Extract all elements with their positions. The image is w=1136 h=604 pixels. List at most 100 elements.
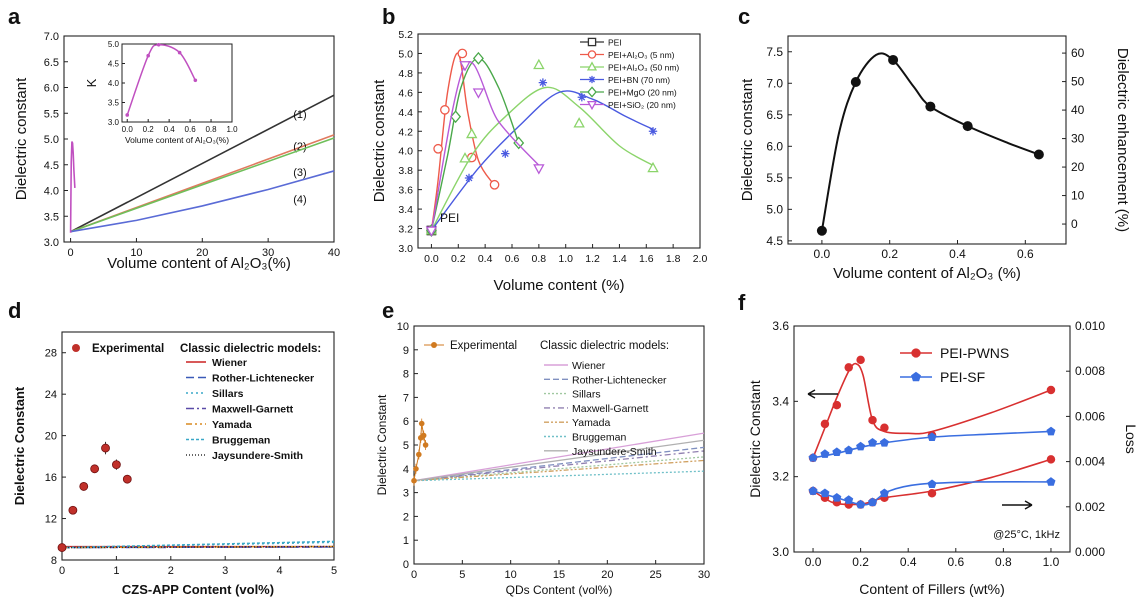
- x-tick-label: 0.0: [814, 247, 831, 261]
- y-tick-label: 24: [45, 389, 57, 401]
- data-point: [927, 488, 937, 498]
- y-tick-label: 8: [403, 369, 409, 381]
- model-line: [413, 432, 705, 482]
- y-tick-label: 6.0: [766, 139, 783, 153]
- data-point: [927, 479, 937, 489]
- y-tick-label: 5.5: [44, 108, 59, 120]
- y-tick-label: 6.5: [766, 108, 783, 122]
- legend-marker: [587, 86, 597, 98]
- x-tick-label: 20: [601, 569, 613, 581]
- x-tick-label: 0: [68, 247, 74, 259]
- legend-label: Wiener: [212, 357, 247, 369]
- legend: Experimental Classic dielectric models: Wi…: [72, 343, 321, 462]
- x-tick-label: 10: [130, 247, 142, 259]
- y-axis-label: Dielectric Constant: [747, 380, 763, 498]
- series-curve: [430, 52, 494, 231]
- x-tick-label: 15: [553, 569, 565, 581]
- x-tick-label: 0.6: [947, 555, 964, 569]
- x-tick-label: 1.8: [666, 253, 681, 265]
- x-tick-label: 0: [411, 569, 417, 581]
- legend-label: PEI: [608, 38, 622, 48]
- plot-frame: [413, 325, 705, 565]
- legend-label: Rother-Lichtenecker: [572, 374, 667, 386]
- series-line: [70, 94, 335, 233]
- data-point: [850, 77, 861, 88]
- inset-frame: [121, 43, 233, 123]
- data-point: [425, 226, 438, 237]
- data-point: [844, 495, 854, 504]
- data-point: [465, 127, 478, 139]
- inset-x-tick-label: 0.2: [143, 125, 155, 134]
- y-tick-label: 4: [403, 464, 409, 476]
- data-point: [450, 110, 462, 124]
- data-point: [856, 499, 866, 509]
- plot-frame: [417, 33, 701, 249]
- y-tick-label: 5.0: [398, 48, 413, 60]
- x-tick-label: 0: [59, 565, 65, 577]
- series-curve: [430, 90, 654, 231]
- legend-label: Sillars: [572, 389, 601, 401]
- data-point: [420, 432, 427, 439]
- y-tick-label: 12: [45, 514, 57, 526]
- data-curve: [820, 52, 1040, 231]
- data-point: [501, 149, 510, 158]
- data-point: [925, 101, 936, 112]
- inset-x-label: Volume content of Al₂O₃(%): [125, 135, 229, 145]
- legend-label: Maxwell-Garnett: [212, 404, 294, 416]
- panel-b: 0.0 0.2 0.4 0.6 0.8 1.0 1.2 1.4 1.6 1.8 2.0 3.0 3.2 3…: [371, 29, 707, 294]
- model-line: [413, 459, 705, 482]
- x-tick-label: 2: [168, 565, 174, 577]
- data-point: [962, 121, 973, 132]
- series-line: [69, 141, 76, 233]
- data-point: [433, 143, 443, 154]
- y-tick-label: 3.5: [44, 211, 59, 223]
- x-tick-label: 0.4: [949, 247, 966, 261]
- y2-tick-label: 20: [1071, 160, 1085, 174]
- series-curve: [812, 362, 1052, 459]
- panel-letter: d: [8, 298, 21, 323]
- model-line: [61, 545, 335, 549]
- inset-point: [156, 42, 161, 47]
- x-axis-label: Volume content of Al₂O₃ (%): [833, 265, 1021, 282]
- data-point: [112, 460, 121, 470]
- y-tick-label: 9: [403, 345, 409, 357]
- model-line: [413, 439, 705, 482]
- panel-f: 0.0 0.2 0.4 0.6 0.8 1.0 3.0 3.2 3.4 3.6 0.000 0.002…: [747, 319, 1136, 597]
- x-tick-label: 5: [459, 569, 465, 581]
- x-tick-label: 5: [331, 565, 337, 577]
- legend-label: PEI-SF: [940, 369, 985, 385]
- data-point: [888, 54, 899, 65]
- y2-tick-label: 40: [1071, 103, 1085, 117]
- inset-y-tick-label: 3.5: [108, 99, 120, 108]
- data-point: [1046, 426, 1056, 436]
- data-point: [459, 61, 471, 72]
- plot-frame: [793, 325, 1071, 553]
- y2-tick-label: 0: [1071, 217, 1078, 231]
- data-point: [868, 415, 877, 425]
- y2-tick-label: 50: [1071, 75, 1085, 89]
- x-tick-label: 30: [698, 569, 710, 581]
- model-line: [413, 446, 705, 482]
- legend-marker: [586, 61, 598, 71]
- y-tick-label: 7.0: [766, 76, 783, 90]
- y-tick-label: 3.2: [772, 470, 789, 484]
- x-tick-label: 25: [650, 569, 662, 581]
- annotation-label: @25°C, 1kHz: [993, 529, 1060, 541]
- plot-frame: [787, 35, 1067, 245]
- data-point: [57, 543, 67, 552]
- legend: PEI PEI+Al₂O₃ (5 nm) PEI+Al₂O₃ (50 nm) PEI+…: [580, 38, 679, 111]
- x-tick-label: 1.4: [612, 253, 627, 265]
- x-tick-label: 0.4: [478, 253, 493, 265]
- data-point: [856, 355, 865, 365]
- x-tick-label: 2.0: [693, 253, 708, 265]
- legend-marker: [587, 50, 597, 59]
- data-point: [844, 445, 854, 455]
- x-tick-label: 1.2: [585, 253, 600, 265]
- panel-letter: f: [738, 290, 746, 315]
- x-tick-label: 30: [262, 247, 274, 259]
- y2-tick-label: 0.004: [1075, 455, 1105, 469]
- series-label: (1): [293, 109, 306, 121]
- data-point: [472, 88, 485, 99]
- data-point: [440, 105, 450, 115]
